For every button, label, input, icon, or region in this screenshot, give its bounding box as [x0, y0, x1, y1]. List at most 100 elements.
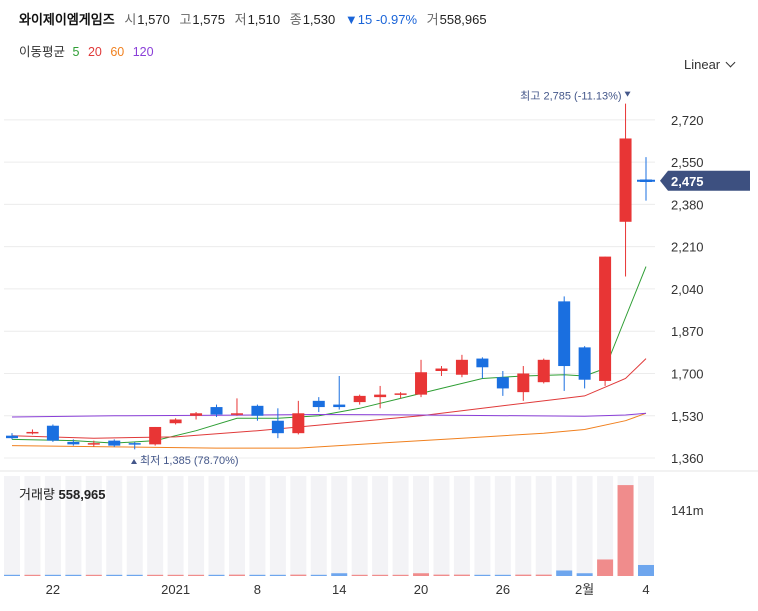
scale-dropdown-label: Linear: [684, 57, 721, 72]
volume-bar: [44, 574, 61, 576]
candle-body: [67, 441, 80, 445]
volume-column-bg: [106, 476, 123, 576]
candle-body: [517, 373, 530, 393]
volume-column-bg: [535, 476, 552, 576]
y-tick-label: 1,870: [671, 324, 704, 339]
high-value: 1,575: [192, 12, 225, 27]
volume-panel-title: 거래량 558,965: [19, 484, 106, 503]
ma-legend-label: 이동평균: [19, 45, 66, 59]
volume-column-bg: [65, 476, 82, 576]
volume-bar: [351, 574, 368, 576]
volume-bar: [617, 485, 634, 576]
candle-body: [128, 443, 141, 445]
x-tick-label: 2021: [161, 582, 190, 597]
candle-body: [435, 368, 448, 372]
close-value: 1,530: [302, 12, 336, 27]
candle-body: [394, 393, 407, 395]
y-tick-label: 1,700: [671, 366, 704, 381]
x-tick-label: 22: [46, 582, 60, 597]
y-tick-label: 2,550: [671, 155, 704, 170]
volume-bar: [106, 574, 123, 576]
volume-panel-value: 558,965: [58, 487, 106, 502]
y-tick-label: 1,530: [671, 409, 704, 424]
volume-bar: [556, 570, 573, 576]
max-marker-icon: [624, 91, 631, 97]
volume-column-bg: [392, 476, 409, 576]
candle-body: [210, 407, 223, 415]
volume-column-bg: [290, 476, 307, 576]
candle-body: [292, 413, 305, 434]
y-tick-label: 2,040: [671, 282, 704, 297]
volume-bar: [535, 574, 552, 576]
y-tick-label: 2,210: [671, 240, 704, 255]
ma-120-line: [11, 412, 647, 418]
candle-body: [374, 394, 387, 398]
volume-column-bg: [126, 476, 143, 576]
volume-bar: [331, 573, 348, 576]
x-tick-label: 2월: [575, 582, 594, 597]
volume-column-bg: [310, 476, 327, 576]
scale-dropdown[interactable]: Linear: [684, 57, 736, 72]
volume-bar: [65, 574, 82, 576]
open-label: 시: [124, 12, 137, 27]
stock-name: 와이제이엠게임즈: [19, 12, 115, 27]
volume-column-bg: [576, 476, 593, 576]
ma-5-line: [11, 266, 647, 444]
candle-body: [26, 431, 39, 434]
ma-legend-item-60: 60: [110, 45, 125, 59]
candle-body: [353, 395, 366, 403]
volume-column-bg: [228, 476, 245, 576]
candle-body: [455, 359, 468, 375]
volume-bar: [24, 574, 41, 576]
volume-bar: [515, 574, 532, 576]
candle-body: [333, 404, 346, 408]
last-price-tag: [660, 170, 750, 191]
volume-column-bg: [351, 476, 368, 576]
volume-bar: [167, 574, 184, 576]
candle-body: [578, 347, 591, 380]
open-value: 1,570: [137, 12, 170, 27]
candle-body: [496, 377, 509, 389]
volume-bar: [597, 559, 614, 576]
volume-bar: [249, 574, 266, 576]
volume-column-bg: [494, 476, 511, 576]
volume-bar: [4, 574, 20, 576]
volume-column-bg: [433, 476, 450, 576]
candle-body: [558, 301, 571, 367]
min-marker-icon: [131, 459, 137, 464]
volume-column-bg: [44, 476, 61, 576]
candle-body: [169, 419, 182, 424]
volume-column-bg: [4, 476, 20, 576]
ma-legend-item-120: 120: [132, 45, 154, 59]
candle-body: [312, 400, 325, 408]
volume-value: 558,965: [439, 12, 487, 27]
volume-bar: [310, 574, 327, 576]
volume-column-bg: [249, 476, 266, 576]
volume-bar: [576, 573, 593, 576]
volume-bar: [126, 574, 143, 576]
volume-bar: [147, 574, 164, 576]
ma-legend-item-20: 20: [87, 45, 102, 59]
quote-header: 와이제이엠게임즈 시1,570 고1,575 저1,510 종1,530 ▼15…: [19, 9, 493, 28]
low-label: 저: [234, 12, 247, 27]
volume-bar: [433, 574, 450, 576]
candle-body: [599, 256, 612, 381]
candle-body: [190, 413, 203, 416]
candle-body: [415, 372, 428, 395]
volume-panel-label: 거래량: [19, 487, 55, 502]
min-annotation: 최저 1,385 (78.70%): [140, 454, 239, 467]
volume-bar: [474, 574, 491, 576]
candle-body: [149, 426, 162, 445]
volume-column-bg: [638, 476, 654, 576]
ma-legend: 이동평균 5 20 60 120: [19, 41, 159, 60]
ma-60-line: [11, 412, 647, 449]
volume-bar: [494, 574, 511, 576]
last-price-label: 2,475: [671, 174, 704, 189]
volume-column-bg: [413, 476, 430, 576]
close-label: 종: [289, 12, 302, 27]
low-value: 1,510: [247, 12, 281, 27]
change-value: ▼15 -0.97%: [344, 12, 418, 27]
volume-bar: [228, 574, 245, 576]
volume-column-bg: [453, 476, 470, 576]
